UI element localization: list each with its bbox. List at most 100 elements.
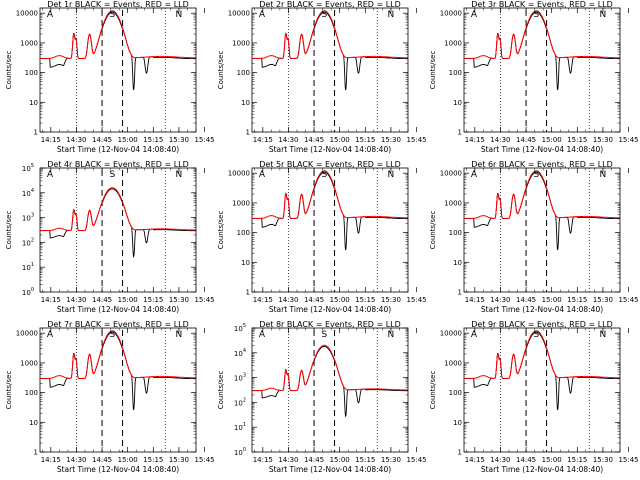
y-tick-exponent: 2 [31, 237, 34, 243]
panel-4: Det 4r BLACK = Events, RED = LLD Counts/s… [5, 160, 215, 314]
attenuator-marker-s: S [321, 330, 327, 340]
panel-5: Det 5r BLACK = Events, RED = LLD Counts/s… [217, 160, 427, 314]
y-tick-label: 10000 [440, 10, 462, 18]
x-axis-label: Start Time (12-Nov-04 14:08:40) [269, 465, 391, 474]
y-tick-label: 100 [25, 389, 38, 397]
y-axis-label: Counts/sec [5, 371, 13, 410]
panel-title: Det 9r BLACK = Events, RED = LLD [471, 320, 613, 329]
attenuator-marker-n: N [388, 170, 395, 180]
y-tick-label: 1000 [444, 359, 462, 367]
x-tick-label: 14:45 [304, 296, 324, 304]
x-tick-label: 14:45 [92, 136, 112, 144]
attenuator-marker-a: A [259, 330, 266, 340]
y-tick-exponent: 2 [243, 397, 246, 403]
attenuator-marker-a: A [259, 170, 266, 180]
x-tick-label: 14:45 [304, 136, 324, 144]
events-series-line [40, 331, 196, 411]
x-tick-label: 15:15 [355, 136, 375, 144]
y-tick-label: 100 [449, 389, 462, 397]
x-tick-label: 15:15 [567, 296, 587, 304]
panel-title: Det 1r BLACK = Events, RED = LLD [47, 0, 189, 9]
x-tick-label: 14:30 [66, 456, 86, 464]
y-axis-label: Counts/sec [429, 211, 437, 250]
plot-frame [251, 167, 409, 293]
events-series-line [464, 11, 620, 91]
events-series-line [464, 331, 620, 411]
y-tick-label: 101 [22, 262, 34, 272]
x-tick-label: 15:45 [618, 136, 638, 144]
panel-2: Det 2r BLACK = Events, RED = LLD Counts/s… [217, 0, 427, 154]
y-tick-exponent: 1 [243, 422, 246, 428]
x-tick-label: 14:45 [516, 456, 536, 464]
lld-series-line [252, 10, 408, 59]
x-tick-label: 15:15 [355, 296, 375, 304]
x-axis-label: Start Time (12-Nov-04 14:08:40) [481, 145, 603, 154]
y-tick-label: 10000 [228, 10, 250, 18]
panel-9: Det 9r BLACK = Events, RED = LLD Counts/s… [429, 320, 639, 474]
x-tick-label: 15:00 [330, 136, 350, 144]
panel-8: Det 8r BLACK = Events, RED = LLD Counts/s… [217, 320, 427, 474]
x-tick-label: 14:15 [465, 456, 485, 464]
x-tick-label: 15:30 [169, 136, 189, 144]
x-axis-label: Start Time (12-Nov-04 14:08:40) [57, 465, 179, 474]
y-tick-label: 105 [234, 323, 246, 333]
y-tick-label: 100 [22, 287, 34, 297]
plot-frame [251, 327, 409, 453]
y-tick-label: 100 [237, 69, 250, 77]
attenuator-marker-s: S [109, 330, 115, 340]
y-tick-exponent: 4 [243, 348, 246, 354]
attenuator-marker-n: N [176, 330, 183, 340]
attenuator-marker-s: S [109, 10, 115, 20]
x-tick-label: 15:45 [194, 136, 214, 144]
y-tick-label: 102 [22, 237, 34, 247]
panel-1: Det 1r BLACK = Events, RED = LLD Counts/s… [5, 0, 215, 154]
y-tick-label: 1000 [444, 199, 462, 207]
x-tick-label: 15:45 [618, 296, 638, 304]
attenuator-marker-s: S [321, 10, 327, 20]
plot-frame [39, 167, 197, 293]
y-tick-label: 100 [25, 69, 38, 77]
y-tick-label: 1 [458, 129, 462, 137]
x-tick-label: 14:45 [92, 456, 112, 464]
panel-title: Det 3r BLACK = Events, RED = LLD [471, 0, 613, 9]
events-series-line [252, 346, 408, 418]
x-tick-label: 15:00 [118, 296, 138, 304]
y-axis-label: Counts/sec [429, 51, 437, 90]
x-axis-label: Start Time (12-Nov-04 14:08:40) [57, 145, 179, 154]
plot-frame [463, 327, 621, 453]
x-tick-label: 14:30 [490, 456, 510, 464]
x-tick-label: 14:30 [278, 136, 298, 144]
attenuator-marker-n: N [600, 330, 607, 340]
y-tick-label: 10000 [440, 330, 462, 338]
events-series-line [40, 11, 196, 91]
x-tick-label: 14:15 [41, 136, 61, 144]
plot-frame [251, 7, 409, 133]
y-tick-label: 100 [449, 69, 462, 77]
events-series-line [40, 188, 196, 259]
panel-title: Det 8r BLACK = Events, RED = LLD [259, 320, 401, 329]
y-tick-label: 100 [234, 447, 246, 457]
x-axis-label: Start Time (12-Nov-04 14:08:40) [481, 465, 603, 474]
plot-frame [39, 327, 197, 453]
x-tick-label: 14:30 [490, 136, 510, 144]
y-tick-exponent: 5 [31, 163, 34, 169]
lld-series-line [40, 10, 196, 59]
y-tick-exponent: 5 [243, 323, 246, 329]
y-tick-label: 101 [234, 422, 246, 432]
x-tick-label: 15:30 [381, 136, 401, 144]
attenuator-marker-a: A [47, 170, 54, 180]
x-tick-label: 14:45 [516, 136, 536, 144]
events-series-line [464, 171, 620, 251]
x-tick-label: 15:45 [406, 296, 426, 304]
x-tick-label: 14:15 [41, 296, 61, 304]
panel-6: Det 6r BLACK = Events, RED = LLD Counts/s… [429, 160, 639, 314]
x-tick-label: 15:00 [330, 296, 350, 304]
y-tick-label: 104 [234, 348, 246, 358]
attenuator-marker-a: A [47, 330, 54, 340]
y-tick-label: 105 [22, 163, 34, 173]
y-tick-label: 10 [453, 259, 462, 267]
x-tick-label: 14:30 [66, 296, 86, 304]
x-tick-label: 15:00 [542, 296, 562, 304]
x-tick-label: 15:00 [118, 456, 138, 464]
